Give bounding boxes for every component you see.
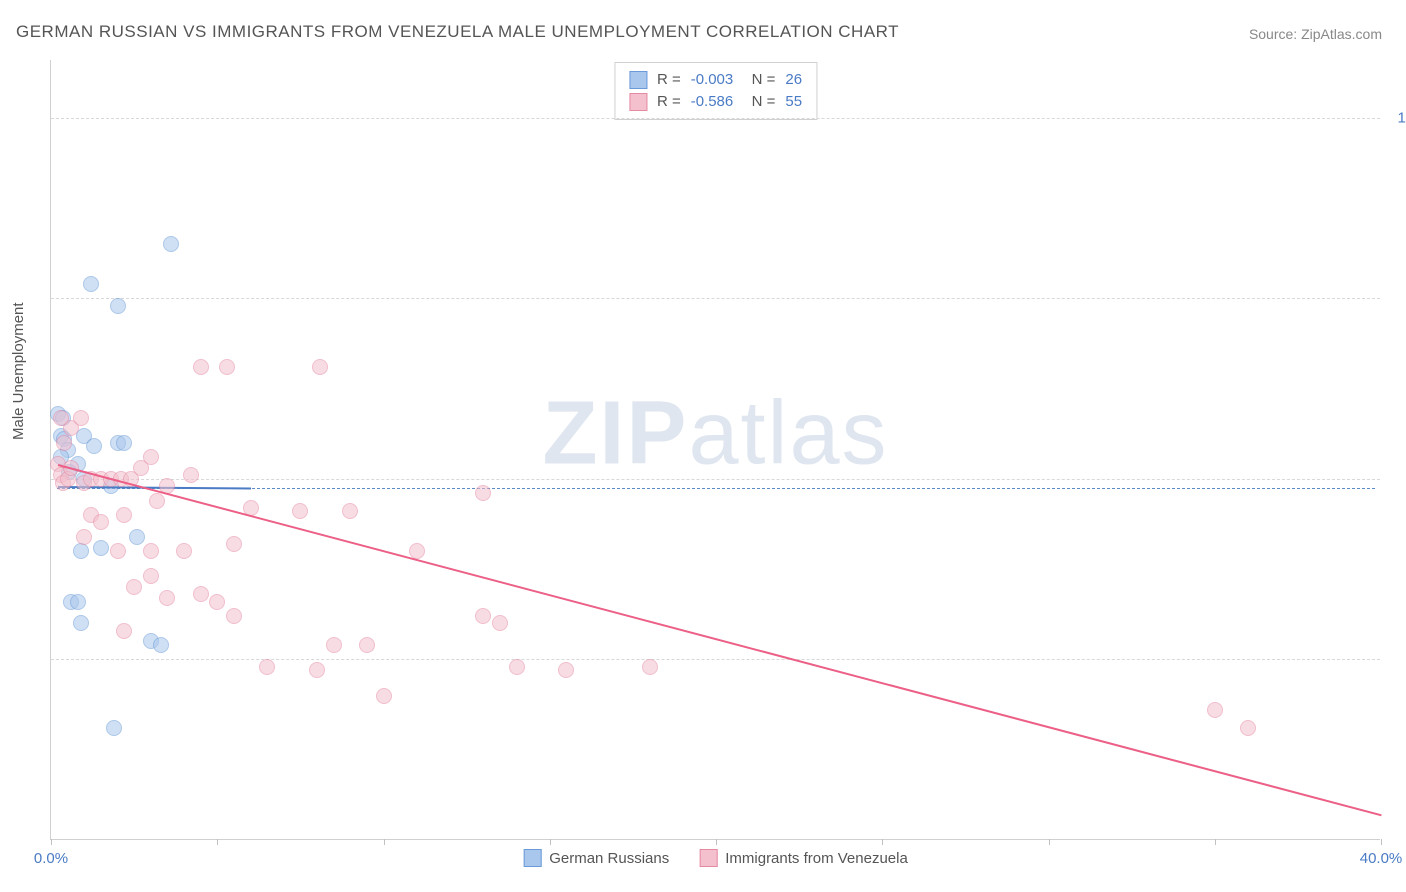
x-tick xyxy=(882,839,883,845)
legend-series: German Russians Immigrants from Venezuela xyxy=(523,849,908,867)
x-tick xyxy=(550,839,551,845)
legend-swatch xyxy=(523,849,541,867)
data-point xyxy=(492,615,508,631)
data-point xyxy=(116,507,132,523)
data-point xyxy=(292,503,308,519)
chart-title: GERMAN RUSSIAN VS IMMIGRANTS FROM VENEZU… xyxy=(16,22,899,42)
data-point xyxy=(73,410,89,426)
data-point xyxy=(1240,720,1256,736)
data-point xyxy=(312,359,328,375)
data-point xyxy=(176,543,192,559)
legend-n-value: 55 xyxy=(785,91,802,113)
data-point xyxy=(509,659,525,675)
data-point xyxy=(116,435,132,451)
data-point xyxy=(1207,702,1223,718)
data-point xyxy=(209,594,225,610)
x-tick xyxy=(716,839,717,845)
legend-r-value: -0.586 xyxy=(691,91,734,113)
data-point xyxy=(159,590,175,606)
data-point xyxy=(342,503,358,519)
x-tick xyxy=(1215,839,1216,845)
trend-line xyxy=(57,464,1381,816)
x-tick-label: 40.0% xyxy=(1360,850,1403,867)
data-point xyxy=(56,435,72,451)
legend-series-label: Immigrants from Venezuela xyxy=(725,850,908,867)
data-point xyxy=(226,536,242,552)
data-point xyxy=(359,637,375,653)
legend-r-value: -0.003 xyxy=(691,69,734,91)
data-point xyxy=(642,659,658,675)
legend-n-label: N = xyxy=(743,69,775,91)
plot-area: ZIPatlas R = -0.003 N = 26R = -0.586 N =… xyxy=(50,60,1380,840)
data-point xyxy=(376,688,392,704)
data-point xyxy=(143,449,159,465)
legend-n-value: 26 xyxy=(785,69,802,91)
legend-series-item: German Russians xyxy=(523,849,669,867)
data-point xyxy=(475,485,491,501)
x-tick-label: 0.0% xyxy=(34,850,68,867)
data-point xyxy=(106,720,122,736)
data-point xyxy=(475,608,491,624)
data-point xyxy=(193,586,209,602)
data-point xyxy=(53,410,69,426)
data-point xyxy=(149,493,165,509)
legend-stats: R = -0.003 N = 26R = -0.586 N = 55 xyxy=(614,62,817,120)
data-point xyxy=(93,514,109,530)
data-point xyxy=(143,568,159,584)
source-label: Source: ZipAtlas.com xyxy=(1249,26,1382,42)
legend-swatch xyxy=(629,71,647,89)
x-tick xyxy=(384,839,385,845)
data-point xyxy=(83,276,99,292)
legend-series-label: German Russians xyxy=(549,850,669,867)
data-point xyxy=(129,529,145,545)
data-point xyxy=(558,662,574,678)
y-tick-label: 10.0% xyxy=(1397,109,1406,126)
x-tick xyxy=(1381,839,1382,845)
x-tick xyxy=(51,839,52,845)
legend-swatch xyxy=(699,849,717,867)
legend-swatch xyxy=(629,93,647,111)
legend-r-label: R = xyxy=(657,91,681,113)
average-line xyxy=(57,488,1375,489)
data-point xyxy=(326,637,342,653)
data-point xyxy=(259,659,275,675)
data-point xyxy=(70,594,86,610)
data-point xyxy=(309,662,325,678)
data-point xyxy=(183,467,199,483)
data-point xyxy=(76,529,92,545)
legend-r-label: R = xyxy=(657,69,681,91)
data-point xyxy=(116,623,132,639)
data-point xyxy=(163,236,179,252)
legend-stats-row: R = -0.003 N = 26 xyxy=(629,69,802,91)
gridline xyxy=(51,659,1380,660)
data-point xyxy=(219,359,235,375)
watermark-prefix: ZIP xyxy=(542,383,688,483)
data-point xyxy=(73,543,89,559)
x-tick xyxy=(1049,839,1050,845)
y-axis-label: Male Unemployment xyxy=(10,302,27,440)
gridline xyxy=(51,479,1380,480)
data-point xyxy=(110,543,126,559)
legend-stats-row: R = -0.586 N = 55 xyxy=(629,91,802,113)
data-point xyxy=(153,637,169,653)
legend-series-item: Immigrants from Venezuela xyxy=(699,849,908,867)
watermark-suffix: atlas xyxy=(688,383,888,483)
data-point xyxy=(143,543,159,559)
watermark: ZIPatlas xyxy=(542,382,888,485)
data-point xyxy=(126,579,142,595)
data-point xyxy=(86,438,102,454)
data-point xyxy=(110,298,126,314)
x-tick xyxy=(217,839,218,845)
data-point xyxy=(193,359,209,375)
legend-n-label: N = xyxy=(743,91,775,113)
gridline xyxy=(51,298,1380,299)
data-point xyxy=(73,615,89,631)
data-point xyxy=(93,540,109,556)
gridline xyxy=(51,118,1380,119)
data-point xyxy=(226,608,242,624)
